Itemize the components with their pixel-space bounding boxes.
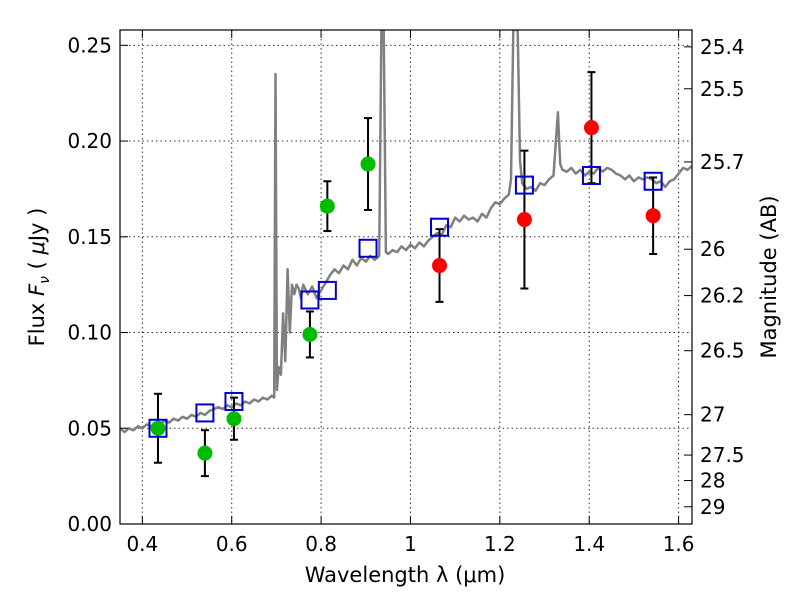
model-square-marker	[300, 290, 320, 310]
y-tick-label: 0.20	[67, 129, 112, 153]
model-square-marker	[358, 238, 378, 258]
data-point	[645, 208, 661, 224]
y-tick-label: 0.10	[67, 321, 112, 345]
x-tick-label: 0.4	[126, 532, 158, 556]
x-tick-label: 1.2	[484, 532, 516, 556]
y2-tick-label: 27.5	[700, 443, 745, 467]
data-point	[226, 411, 242, 427]
x-tick-label: 1.4	[573, 532, 605, 556]
plot-series	[120, 30, 692, 478]
data-point	[516, 212, 532, 228]
y2-tick-label: 28	[700, 469, 725, 493]
y-axis-label-part: Jy )	[25, 208, 49, 244]
y2-tick-label: 25.4	[700, 35, 745, 59]
plot-area	[120, 30, 692, 478]
y2-axis-label: Magnitude (AB)	[757, 195, 781, 358]
data-point	[150, 420, 166, 436]
y-axis-label-part: (	[25, 255, 49, 277]
y-tick-label: 0.25	[67, 33, 112, 57]
model-square-marker	[514, 175, 534, 195]
model-square-marker	[317, 280, 337, 300]
model-square-marker	[224, 391, 244, 411]
y-axis-label-part: Flux	[25, 296, 49, 346]
model-square-marker	[148, 418, 168, 438]
x-tick-label: 1.6	[663, 532, 695, 556]
data-point	[360, 156, 376, 172]
model-square-marker	[643, 171, 663, 191]
axes: 0.4 0.6 0.8 1 1.2 1.4 1.6 0.00 0.05 0.10 0.15 0.20 0…	[67, 29, 745, 556]
plot-frame	[119, 29, 693, 525]
model-square-marker	[430, 217, 450, 237]
y-axis-label-part: μ	[25, 241, 49, 255]
y2-tick-label: 26.5	[700, 339, 745, 363]
data-point	[583, 120, 599, 136]
y2-tick-label: 27	[700, 403, 725, 427]
x-tick-label: 0.6	[216, 532, 248, 556]
y2-tick-label: 29	[700, 495, 725, 519]
y2-tick-label: 25.5	[700, 77, 745, 101]
model-square-marker	[195, 403, 215, 423]
y-tick-label: 0.15	[67, 225, 112, 249]
y-axis-label-part: ν	[37, 276, 53, 284]
y-tick-label: 0.00	[67, 512, 112, 536]
x-tick-label: 0.8	[305, 532, 337, 556]
model-square-marker	[581, 166, 601, 186]
y-axis-label: Flux Fν ( μJy )	[25, 208, 53, 347]
data-point	[302, 326, 318, 342]
y2-tick-label: 26	[700, 237, 725, 261]
x-tick-label: 1	[404, 532, 417, 556]
y-tick-label: 0.05	[67, 416, 112, 440]
y-axis-label-part: F	[25, 283, 49, 296]
y2-tick-label: 26.2	[700, 284, 745, 308]
y2-tick-label: 25.7	[700, 150, 745, 174]
x-axis-label: Wavelength λ (μm)	[305, 563, 506, 587]
data-point	[319, 198, 335, 214]
data-point	[432, 258, 448, 274]
data-point	[197, 445, 213, 461]
